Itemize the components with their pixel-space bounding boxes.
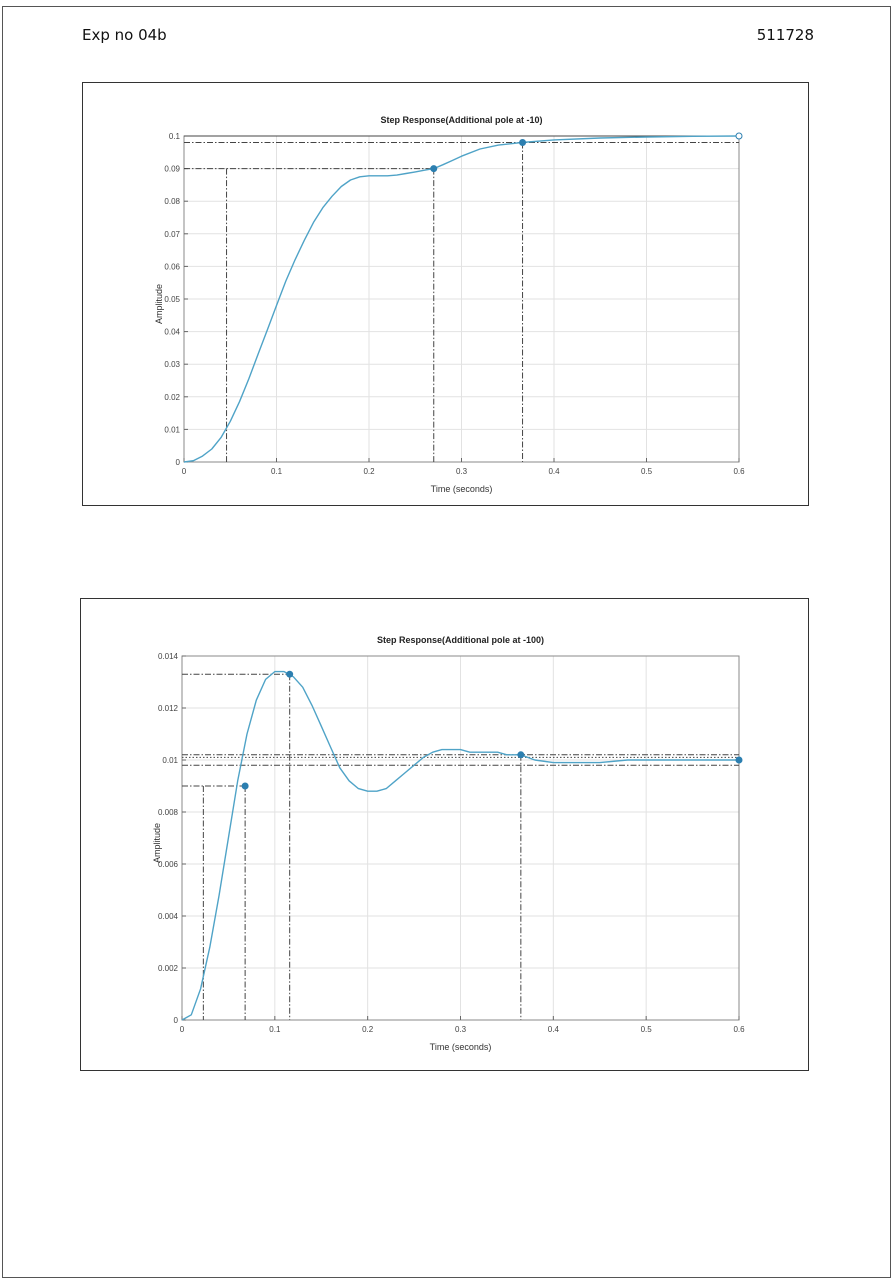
figure-step-response-pole-10: 0 0.1 0.2 0.3 0.4 0.5 0.6 0 0.01 0.02 0.03 0.04 0.05… (82, 82, 809, 506)
y-tick-label-0: 0 (174, 1016, 179, 1025)
y-tick-label-8: 0.08 (164, 197, 180, 206)
chart-title: Step Response(Additional pole at -10) (380, 115, 542, 125)
x-tick-label-5: 0.5 (641, 1025, 653, 1034)
chart-step-response-pole-10: 0 0.1 0.2 0.3 0.4 0.5 0.6 0 0.01 0.02 0.03 0.04 0.05… (154, 115, 745, 494)
x-tick-label-6: 0.6 (733, 467, 745, 476)
data-point-marker-0 (241, 782, 249, 790)
data-point-marker-0 (430, 165, 438, 173)
x-tick-label-5: 0.5 (641, 467, 653, 476)
series-line-0 (183, 135, 740, 463)
experiment-label: Exp no 04b (82, 26, 167, 44)
data-point-marker-2 (735, 132, 743, 140)
x-tick-label-6: 0.6 (733, 1025, 745, 1034)
y-axis-label: Amplitude (152, 823, 162, 863)
series-line-0 (181, 670, 739, 1021)
x-axis-label: Time (seconds) (430, 1042, 492, 1052)
y-tick-label-6: 0.012 (158, 704, 179, 713)
x-axis-label: Time (seconds) (431, 484, 493, 494)
y-tick-label-7: 0.07 (164, 230, 180, 239)
y-tick-label-2: 0.02 (164, 393, 180, 402)
x-tick-label-1: 0.1 (269, 1025, 281, 1034)
x-tick-label-0: 0 (180, 1025, 185, 1034)
chart-step-response-pole-100: 0 0.1 0.2 0.3 0.4 0.5 0.6 0 0.002 0.004 0.006 0.008… (152, 635, 745, 1052)
y-tick-label-5: 0.05 (164, 295, 180, 304)
x-tick-label-1: 0.1 (271, 467, 283, 476)
y-tick-label-4: 0.008 (158, 808, 179, 817)
data-point-marker-1 (519, 139, 527, 147)
x-tick-label-4: 0.4 (548, 1025, 560, 1034)
y-tick-label-3: 0.006 (158, 860, 179, 869)
y-tick-label-5: 0.01 (162, 756, 178, 765)
y-tick-label-3: 0.03 (164, 360, 180, 369)
y-tick-label-9: 0.09 (164, 165, 180, 174)
chart-title: Step Response(Additional pole at -100) (377, 635, 544, 645)
y-tick-label-1: 0.002 (158, 964, 179, 973)
data-point-marker-1 (286, 670, 294, 678)
figure-step-response-pole-100: 0 0.1 0.2 0.3 0.4 0.5 0.6 0 0.002 0.004 0.006 0.008… (80, 598, 809, 1071)
x-tick-label-3: 0.3 (455, 1025, 467, 1034)
y-tick-label-7: 0.014 (158, 652, 179, 661)
y-tick-label-0: 0 (176, 458, 181, 467)
y-tick-label-4: 0.04 (164, 328, 180, 337)
x-tick-label-2: 0.2 (362, 1025, 374, 1034)
y-tick-label-6: 0.06 (164, 262, 180, 271)
x-tick-label-3: 0.3 (456, 467, 468, 476)
data-point-marker-3 (735, 756, 743, 764)
y-tick-label-1: 0.01 (164, 425, 180, 434)
y-tick-label-2: 0.004 (158, 912, 179, 921)
y-axis-label: Amplitude (154, 284, 164, 324)
x-tick-label-0: 0 (182, 467, 187, 476)
x-tick-label-4: 0.4 (548, 467, 560, 476)
y-tick-label-10: 0.1 (169, 132, 181, 141)
data-point-marker-2 (517, 751, 525, 759)
x-tick-label-2: 0.2 (363, 467, 375, 476)
student-id: 511728 (756, 26, 814, 44)
